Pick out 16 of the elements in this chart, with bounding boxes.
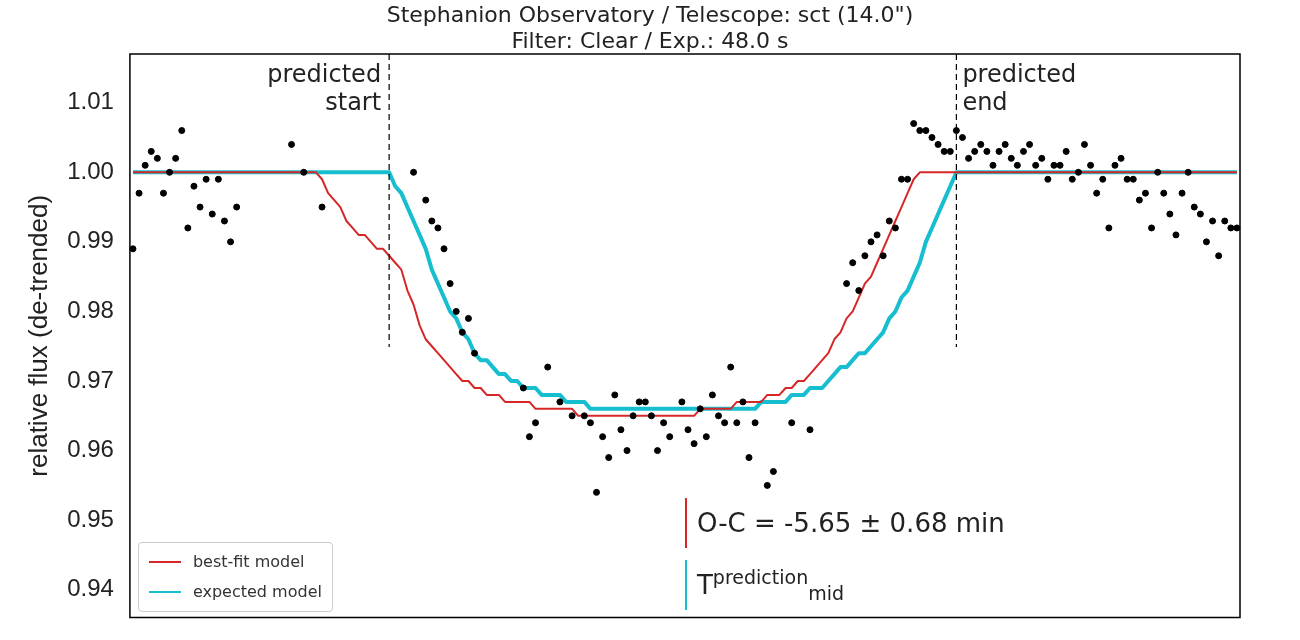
- annotation: O-C = -5.65 ± 0.68 min: [696, 507, 1005, 538]
- annotation: predicted end: [962, 60, 1077, 117]
- chart-subtitle: Filter: Clear / Exp.: 48.0 s: [510, 28, 790, 54]
- y-tick-label: 0.96: [67, 435, 114, 463]
- y-tick-label: 0.94: [67, 574, 114, 602]
- annotation: predicted start: [267, 60, 382, 117]
- y-tick-label: 0.99: [67, 226, 114, 254]
- y-tick-label: 1.00: [67, 156, 114, 184]
- y-tick-label: 0.97: [67, 365, 114, 393]
- y-tick-label: 1.01: [67, 87, 114, 115]
- y-tick-label: 0.95: [67, 504, 114, 532]
- y-axis-title: relative flux (de-trended): [22, 194, 53, 477]
- legend-label: best-fit model: [192, 552, 305, 572]
- y-tick-label: 0.98: [67, 296, 114, 324]
- legend-label: expected model: [192, 582, 322, 602]
- chart-title: Stephanion Observatory / Telescope: sct (14.0"): [385, 2, 915, 28]
